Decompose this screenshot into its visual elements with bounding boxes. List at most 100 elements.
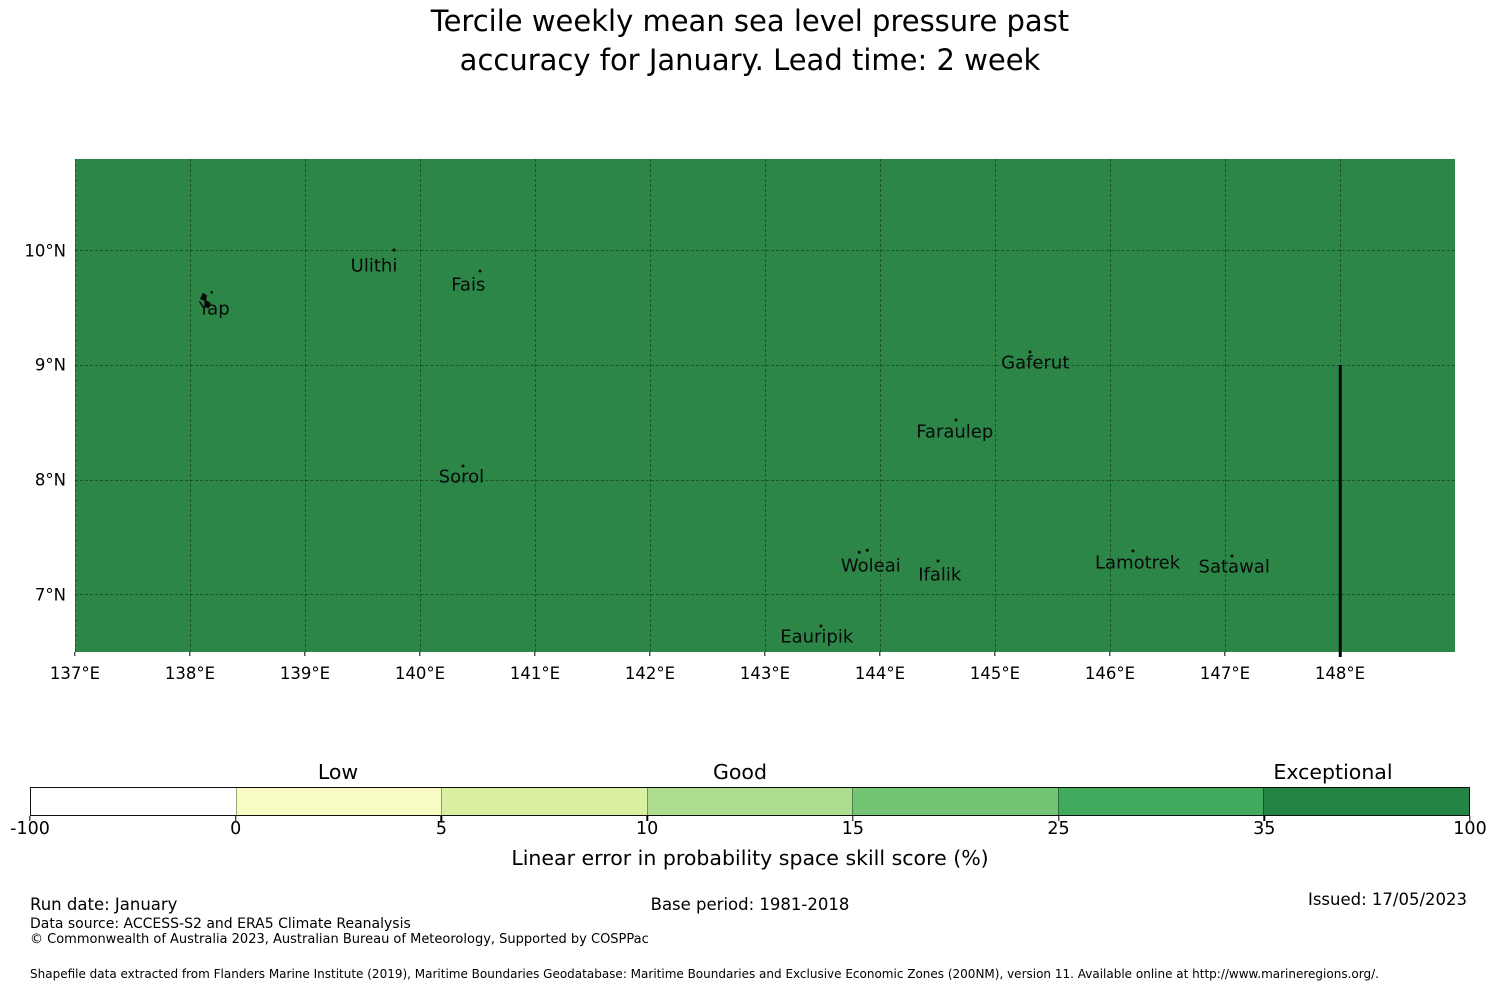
x-tick-label: 138°E [164,664,216,683]
colorbar-segment [235,788,442,815]
x-tick-mark [534,652,536,656]
shapefile-note-text: Shapefile data extracted from Flanders M… [30,967,1379,981]
colorbar-segment [1263,788,1470,815]
colorbar-segment [646,788,853,815]
island-label: Woleai [840,555,901,577]
x-tick-mark [1339,652,1341,656]
island-marker-dot [954,418,958,422]
gridline-vertical [649,159,651,652]
island-marker-dot [210,290,214,294]
x-tick-mark [764,652,766,656]
x-tick-label: 148°E [1314,664,1366,683]
island-marker-dot [819,624,823,628]
island-label: Faraulep [916,421,994,443]
island-marker-dot [866,549,869,552]
x-tick-label: 142°E [624,664,676,683]
island-marker-dot [936,559,939,563]
x-tick-label: 145°E [969,664,1021,683]
y-tick-label: 9°N [34,355,66,375]
gridline-vertical [764,159,766,652]
colorbar-segment [31,788,236,815]
gridline-horizontal [75,594,1455,596]
gridline-vertical [994,159,996,652]
gridline-vertical [534,159,536,652]
island-label: Yap [198,298,230,320]
colorbar-tick-label: 100 [1453,819,1487,839]
colorbar-axis-label: Linear error in probability space skill … [511,846,989,870]
base-period-text: Base period: 1981-2018 [650,895,850,914]
island-label: Ulithi [350,255,398,277]
gridline-vertical [304,159,306,652]
map-canvas: Yap Ulithi Fais Sorol Gaferut Faraulep Woleai I… [74,159,1455,657]
colorbar-tick-mark [235,816,237,821]
colorbar-tick-mark [440,816,443,821]
x-tick-mark [1224,652,1226,656]
gridline-vertical [189,159,191,652]
gridline-horizontal [75,479,1455,481]
eez-boundary-line [1338,365,1342,657]
x-tick-mark [419,652,421,656]
gridline-vertical [74,159,76,652]
chart-title: Tercile weekly mean sea level pressure p… [0,2,1500,80]
colorbar-tick-label: 5 [435,819,447,839]
colorbar-tick-label: -100 [10,819,50,839]
y-tick-label: 10°N [24,241,66,261]
island-marker-dot [1028,350,1031,354]
x-tick-label: 141°E [509,664,561,683]
colorbar-category-label: Low [317,760,359,784]
colorbar-tick-label: 25 [1047,819,1070,839]
x-tick-label: 147°E [1199,664,1251,683]
gridline-vertical [1109,159,1111,652]
colorbar-tick-mark [646,816,648,821]
x-tick-label: 143°E [739,664,791,683]
gridline-horizontal [75,364,1455,366]
island-label: Eauripik [780,626,854,648]
gridline-horizontal [75,250,1455,252]
colorbar-tick-label: 35 [1253,819,1276,839]
x-tick-label: 139°E [279,664,331,683]
island-marker-dot [478,269,482,273]
colorbar-tick-label: 0 [230,819,242,839]
colorbar-segment [1057,788,1264,815]
colorbar-segment [852,788,1058,815]
gridline-vertical [1224,159,1226,652]
colorbar-tick-mark [1057,816,1060,821]
colorbar-tick-mark [852,816,854,821]
x-tick-mark [879,652,881,656]
copyright-text: © Commonwealth of Australia 2023, Austra… [30,932,649,947]
colorbar-tick-mark [1469,816,1471,821]
island-label: Satawal [1198,556,1270,578]
x-tick-mark [994,652,996,656]
x-tick-mark [74,652,76,656]
chart-title-line1: Tercile weekly mean sea level pressure p… [430,4,1070,38]
x-tick-mark [304,652,306,656]
chart-title-line2: accuracy for January. Lead time: 2 week [459,43,1041,77]
data-source-text: Data source: ACCESS-S2 and ERA5 Climate … [30,916,411,932]
colorbar-tick-label: 10 [636,819,659,839]
island-label: Fais [451,274,486,296]
island-marker-dot [461,464,465,468]
island-marker-dot [1230,554,1234,558]
island-label: Ifalik [918,564,962,586]
island-label: Gaferut [1001,352,1070,374]
island-label: Sorol [438,466,485,488]
colorbar [30,787,1470,816]
colorbar-category-label: Exceptional [1273,760,1393,784]
colorbar-tick-label: 15 [841,819,864,839]
colorbar-category-label: Good [713,760,767,784]
x-tick-mark [189,652,191,656]
colorbar-tick-mark [29,816,31,821]
x-tick-mark [1109,652,1111,656]
x-tick-label: 137°E [49,664,101,683]
island-label: Lamotrek [1095,552,1181,574]
x-tick-mark [649,652,651,656]
x-tick-label: 140°E [394,664,446,683]
x-tick-label: 146°E [1084,664,1136,683]
y-tick-label: 7°N [34,585,66,605]
x-tick-label: 144°E [854,664,906,683]
y-tick-label: 8°N [34,470,66,490]
gridline-vertical [879,159,881,652]
island-marker-dot [858,551,861,554]
colorbar-tick-mark [1263,816,1265,821]
